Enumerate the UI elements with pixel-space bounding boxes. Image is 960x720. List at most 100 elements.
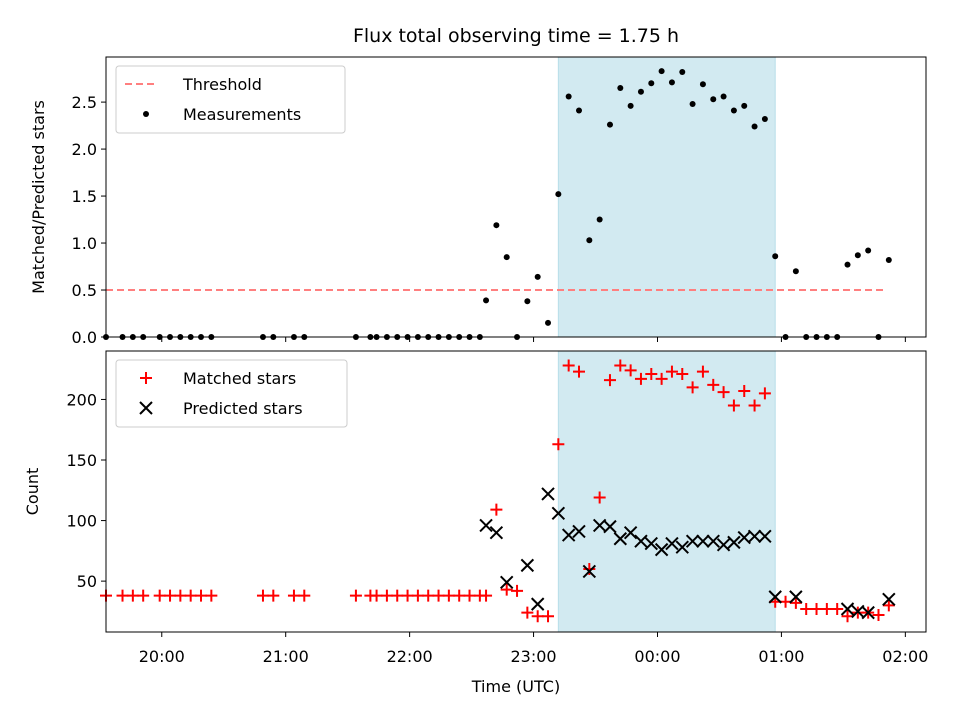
predicted-star-point xyxy=(541,487,555,501)
predicted-star-point xyxy=(747,529,762,544)
predicted-star-point xyxy=(613,532,628,546)
predicted-star-point xyxy=(665,536,679,551)
legend-predicted-swatch xyxy=(139,401,153,415)
matched-star-point xyxy=(676,368,689,381)
predicted-star-point xyxy=(582,564,597,579)
legend-bottom: Matched stars Predicted stars xyxy=(115,359,348,428)
matched-star-point xyxy=(634,372,647,385)
measurement-point xyxy=(503,254,510,261)
measurement-point xyxy=(772,253,779,260)
matched-star-point xyxy=(593,491,606,504)
measurement-point xyxy=(885,256,892,263)
measurement-point xyxy=(575,107,582,114)
predicted-star-point xyxy=(623,525,638,540)
axes-frame-bottom xyxy=(105,350,927,633)
predicted-star-point xyxy=(634,534,648,548)
measurement-point xyxy=(710,96,717,103)
legend-label: Predicted stars xyxy=(183,399,303,418)
matched-star-point xyxy=(841,610,854,623)
measurement-point xyxy=(596,216,603,223)
figure-title: Flux total observing time = 1.75 h xyxy=(353,25,679,47)
matched-star-point xyxy=(779,595,792,608)
predicted-star-point xyxy=(520,558,535,573)
measurement-point xyxy=(493,222,500,229)
measurement-point xyxy=(668,79,675,86)
predicted-star-point xyxy=(489,525,504,540)
y-axis-label-top: Matched/Predicted stars xyxy=(29,100,48,294)
matched-star-point xyxy=(126,589,139,602)
matched-star-point xyxy=(800,602,813,615)
legend-label: Measurements xyxy=(183,105,301,124)
measurement-point xyxy=(792,268,799,275)
measurement-point xyxy=(627,102,634,109)
y-tick-label-bottom: 100 xyxy=(66,512,97,531)
matched-star-point xyxy=(531,610,544,623)
predicted-star-point xyxy=(706,534,720,548)
matched-star-point xyxy=(655,372,668,385)
predicted-star-point xyxy=(530,597,545,611)
predicted-star-point xyxy=(479,518,493,533)
shaded-span-bottom xyxy=(557,350,776,633)
legend-box-top xyxy=(115,65,346,134)
predicted-star-point xyxy=(561,528,576,542)
y-tick-label-top: 0.0 xyxy=(72,328,97,347)
top-panel: 0.0 0.5 1.0 1.5 2.0 2.5 Matched/Predicted star… xyxy=(29,56,927,347)
predicted-star-point xyxy=(572,524,586,539)
predicted-star-point xyxy=(789,590,803,604)
x-tick-label: 21:00 xyxy=(263,647,309,666)
measurement-point xyxy=(586,237,593,244)
predicted-star-point xyxy=(840,602,855,616)
measurement-point xyxy=(689,100,696,107)
predicted-star-point xyxy=(654,542,669,557)
matched-star-point xyxy=(882,599,895,612)
matched-star-point xyxy=(205,589,218,602)
legend-box-bottom xyxy=(115,359,348,428)
x-axis-label: Time (UTC) xyxy=(471,677,560,696)
matched-star-point xyxy=(490,503,503,516)
predicted-star-point xyxy=(499,575,514,590)
matched-star-point xyxy=(463,589,476,602)
bottom-panel: 50 100 150 200 20:00 21:00 22:00 23:00 00:00 01:0… xyxy=(23,350,928,666)
matched-star-point xyxy=(256,589,269,602)
measurement-point xyxy=(606,121,613,128)
measurement-point xyxy=(565,93,572,100)
matched-star-point xyxy=(645,368,658,381)
predicted-star-point xyxy=(882,592,896,607)
matched-star-point xyxy=(758,387,771,400)
predicted-star-point xyxy=(685,534,700,548)
matched-star-point xyxy=(164,589,177,602)
matched-star-point xyxy=(511,584,524,597)
measurement-point xyxy=(617,85,624,92)
predicted-star-point xyxy=(675,540,689,554)
matched-star-point xyxy=(349,589,362,602)
y-tick-label-bottom: 200 xyxy=(66,390,97,409)
matched-star-point xyxy=(432,589,445,602)
measurement-point xyxy=(679,69,686,76)
predicted-star-point xyxy=(644,536,658,551)
legend-measurement-swatch xyxy=(143,111,149,117)
matched-star-point xyxy=(153,589,166,602)
matched-star-point xyxy=(411,589,424,602)
legend-label: Threshold xyxy=(182,75,262,94)
matched-star-point xyxy=(267,589,280,602)
matched-star-point xyxy=(820,602,833,615)
x-tick-label: 23:00 xyxy=(511,647,557,666)
matched-star-point xyxy=(287,589,300,602)
y-tick-label-bottom: 50 xyxy=(77,572,97,591)
matched-star-point xyxy=(195,589,208,602)
matched-star-point xyxy=(686,381,699,394)
matched-star-point xyxy=(391,589,404,602)
x-tick-label: 00:00 xyxy=(634,647,680,666)
matched-star-point xyxy=(500,583,513,596)
matched-star-point xyxy=(298,589,311,602)
measurement-point xyxy=(524,298,531,305)
matched-star-point xyxy=(137,589,150,602)
legend-matched-swatch xyxy=(140,372,152,384)
matched-star-point xyxy=(542,610,555,623)
predicted-star-point xyxy=(696,534,710,548)
matched-star-point xyxy=(174,589,187,602)
matched-star-point xyxy=(380,589,393,602)
measurement-point xyxy=(555,191,562,198)
x-tick-label: 22:00 xyxy=(387,647,433,666)
